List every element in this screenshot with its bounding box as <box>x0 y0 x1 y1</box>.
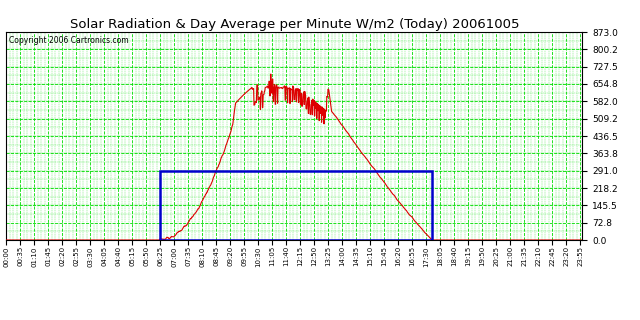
Title: Solar Radiation & Day Average per Minute W/m2 (Today) 20061005: Solar Radiation & Day Average per Minute… <box>70 18 519 31</box>
Text: Copyright 2006 Cartronics.com: Copyright 2006 Cartronics.com <box>10 36 129 45</box>
Bar <box>161 171 433 240</box>
